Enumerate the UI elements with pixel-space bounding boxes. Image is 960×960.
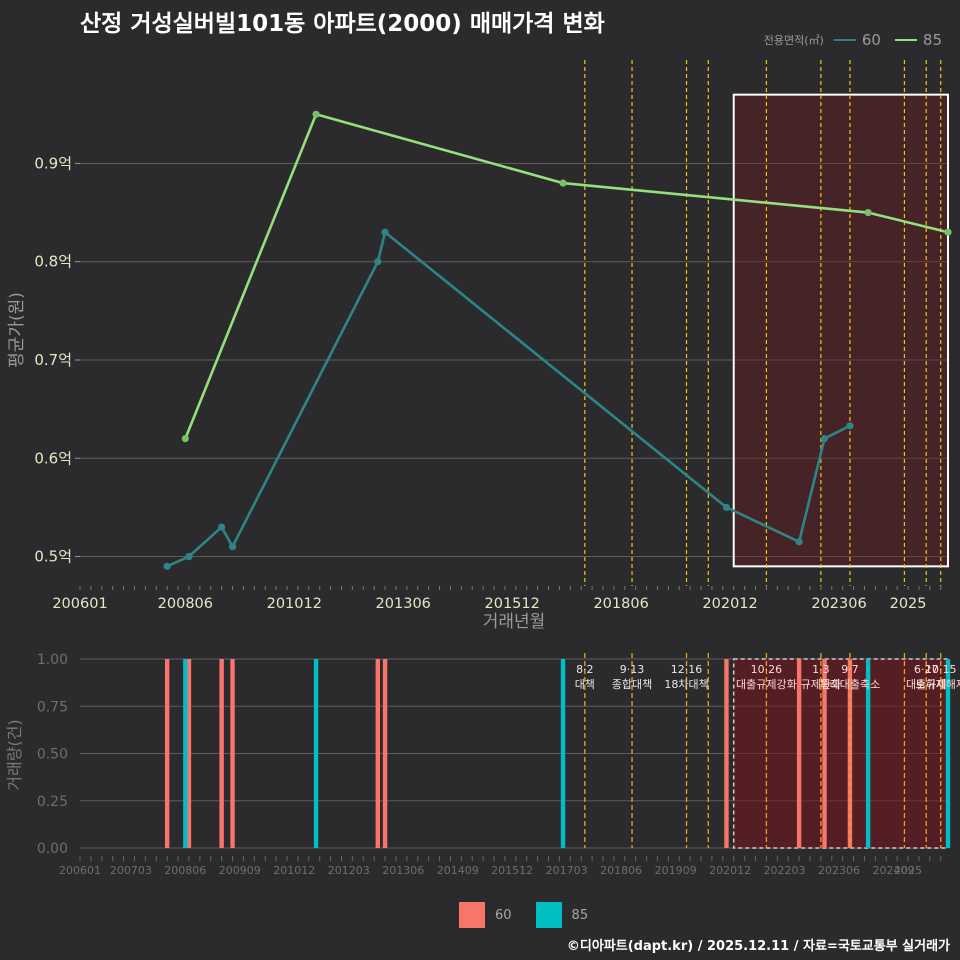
volume-x-tick-label: 200703 <box>110 864 152 877</box>
price-point-85 <box>181 434 189 443</box>
policy-event-label: 9·7 특례대출축소 <box>820 663 881 691</box>
volume-x-tick-label: 200601 <box>59 864 101 877</box>
price-x-tick-label: 200806 <box>158 596 213 612</box>
policy-event-label: 8·2 대책 <box>575 663 595 691</box>
legend-label-85: 85 <box>922 31 942 49</box>
volume-y-tick-label: 0.25 <box>37 794 68 810</box>
price-highlight-box <box>732 93 950 568</box>
price-y-tick-label: 0.6억 <box>34 449 72 467</box>
price-point-60 <box>381 228 389 236</box>
volume-bar-60 <box>186 659 192 848</box>
policy-event-label: 1·3 규제완화 <box>801 663 841 691</box>
price-point-60 <box>163 562 171 570</box>
volume-bar-60 <box>375 659 381 848</box>
volume-x-tick-label: 201806 <box>600 864 642 877</box>
policy-event-label: 9·13 종합대책 <box>612 663 652 691</box>
volume-bar-60 <box>796 659 802 848</box>
policy-event-label: 10·15토허제해제 <box>915 663 960 691</box>
volume-x-tick-label: 201012 <box>273 864 315 877</box>
volume-x-tick-label: 2025 <box>894 864 922 877</box>
price-line-60 <box>166 230 851 568</box>
volume-y-tick-label: 0.50 <box>37 747 68 763</box>
volume-x-tick-label: 202409 <box>873 864 915 877</box>
price-x-tick-label: 202306 <box>811 596 866 612</box>
volume-bar-60 <box>230 659 235 848</box>
price-y-tick-label: 0.5억 <box>34 548 72 566</box>
legend-swatch-85 <box>535 902 562 928</box>
volume-bar-85 <box>313 659 319 848</box>
volume-y-tick-label: 1.00 <box>37 652 68 668</box>
volume-bar-60 <box>219 659 224 848</box>
policy-event-label: 6·27 대출규제 <box>906 663 946 691</box>
price-point-60 <box>374 258 382 266</box>
volume-y-axis-label: 거래량(건) <box>5 719 24 790</box>
bar-legend-label-60: 60 <box>495 907 512 923</box>
volume-bar-85 <box>560 659 566 848</box>
chart-title: 산정 거성실버빌101동 아파트(2000) 매매가격 변화 <box>80 11 605 37</box>
volume-bar-60 <box>382 659 388 848</box>
price-y-axis-label: 평균가(원) <box>7 292 27 368</box>
price-point-60 <box>722 503 731 511</box>
price-point-85 <box>559 179 567 187</box>
legend-title: 전용면적(㎡) <box>763 34 824 47</box>
volume-x-tick-label: 202306 <box>818 864 860 877</box>
price-point-60 <box>218 523 226 531</box>
price-point-85 <box>312 110 320 118</box>
price-y-tick-label: 0.8억 <box>34 253 72 271</box>
price-x-tick-label: 202012 <box>702 596 757 612</box>
source-footer: ©디아파트(dapt.kr) / 2025.12.11 / 자료=국토교통부 실… <box>566 939 950 954</box>
price-x-tick-label: 201306 <box>376 596 431 612</box>
volume-x-tick-label: 201306 <box>382 864 424 877</box>
price-point-85 <box>944 228 952 236</box>
area-legend: 전용면적(㎡) 60 85 <box>764 31 950 49</box>
volume-y-tick-label: 0.75 <box>37 699 68 715</box>
price-x-tick-label: 201512 <box>485 596 540 612</box>
price-point-85 <box>864 208 872 217</box>
price-x-tick-label: 200601 <box>52 596 107 612</box>
price-point-60 <box>185 552 193 561</box>
volume-bar-60 <box>724 659 729 848</box>
price-y-tick-label: 0.7억 <box>34 351 72 369</box>
volume-legend: 60 85 <box>459 902 602 928</box>
volume-x-tick-label: 201909 <box>655 864 697 877</box>
legend-label-60: 60 <box>861 31 881 49</box>
policy-event-label: 10·26 대출규제강화 <box>736 663 797 691</box>
price-point-60 <box>846 422 854 430</box>
volume-y-tick-label: 0.00 <box>37 841 68 857</box>
volume-x-tick-label: 201409 <box>437 864 479 877</box>
volume-x-tick-label: 202203 <box>764 864 806 877</box>
price-x-tick-label: 201806 <box>593 596 648 612</box>
legend-line-85 <box>894 39 917 41</box>
volume-bar-85 <box>183 659 188 848</box>
volume-bar-85 <box>865 659 871 848</box>
volume-x-tick-label: 200909 <box>219 864 261 877</box>
price-x-axis-label: 거래년월 <box>483 612 546 632</box>
price-y-tick-label: 0.9억 <box>34 154 72 172</box>
volume-x-tick-label: 201703 <box>546 864 588 877</box>
legend-line-60 <box>833 39 856 41</box>
volume-bar-60 <box>164 659 170 848</box>
volume-x-tick-label: 202012 <box>709 864 751 877</box>
policy-event-label: 12·16 18차대책 <box>664 663 708 691</box>
volume-x-tick-label: 201203 <box>328 864 370 877</box>
price-x-tick-label: 2025 <box>890 596 927 612</box>
price-point-60 <box>795 538 803 546</box>
price-point-60 <box>820 434 829 443</box>
bar-legend-label-85: 85 <box>571 907 589 923</box>
price-x-tick-label: 201012 <box>267 596 322 612</box>
volume-bar-85 <box>945 659 951 848</box>
volume-bar-60 <box>822 659 827 848</box>
volume-x-tick-label: 201512 <box>491 864 533 877</box>
volume-highlight-box <box>732 658 949 849</box>
volume-x-tick-label: 200806 <box>164 864 206 877</box>
price-point-60 <box>228 543 237 551</box>
legend-swatch-60 <box>459 902 485 928</box>
